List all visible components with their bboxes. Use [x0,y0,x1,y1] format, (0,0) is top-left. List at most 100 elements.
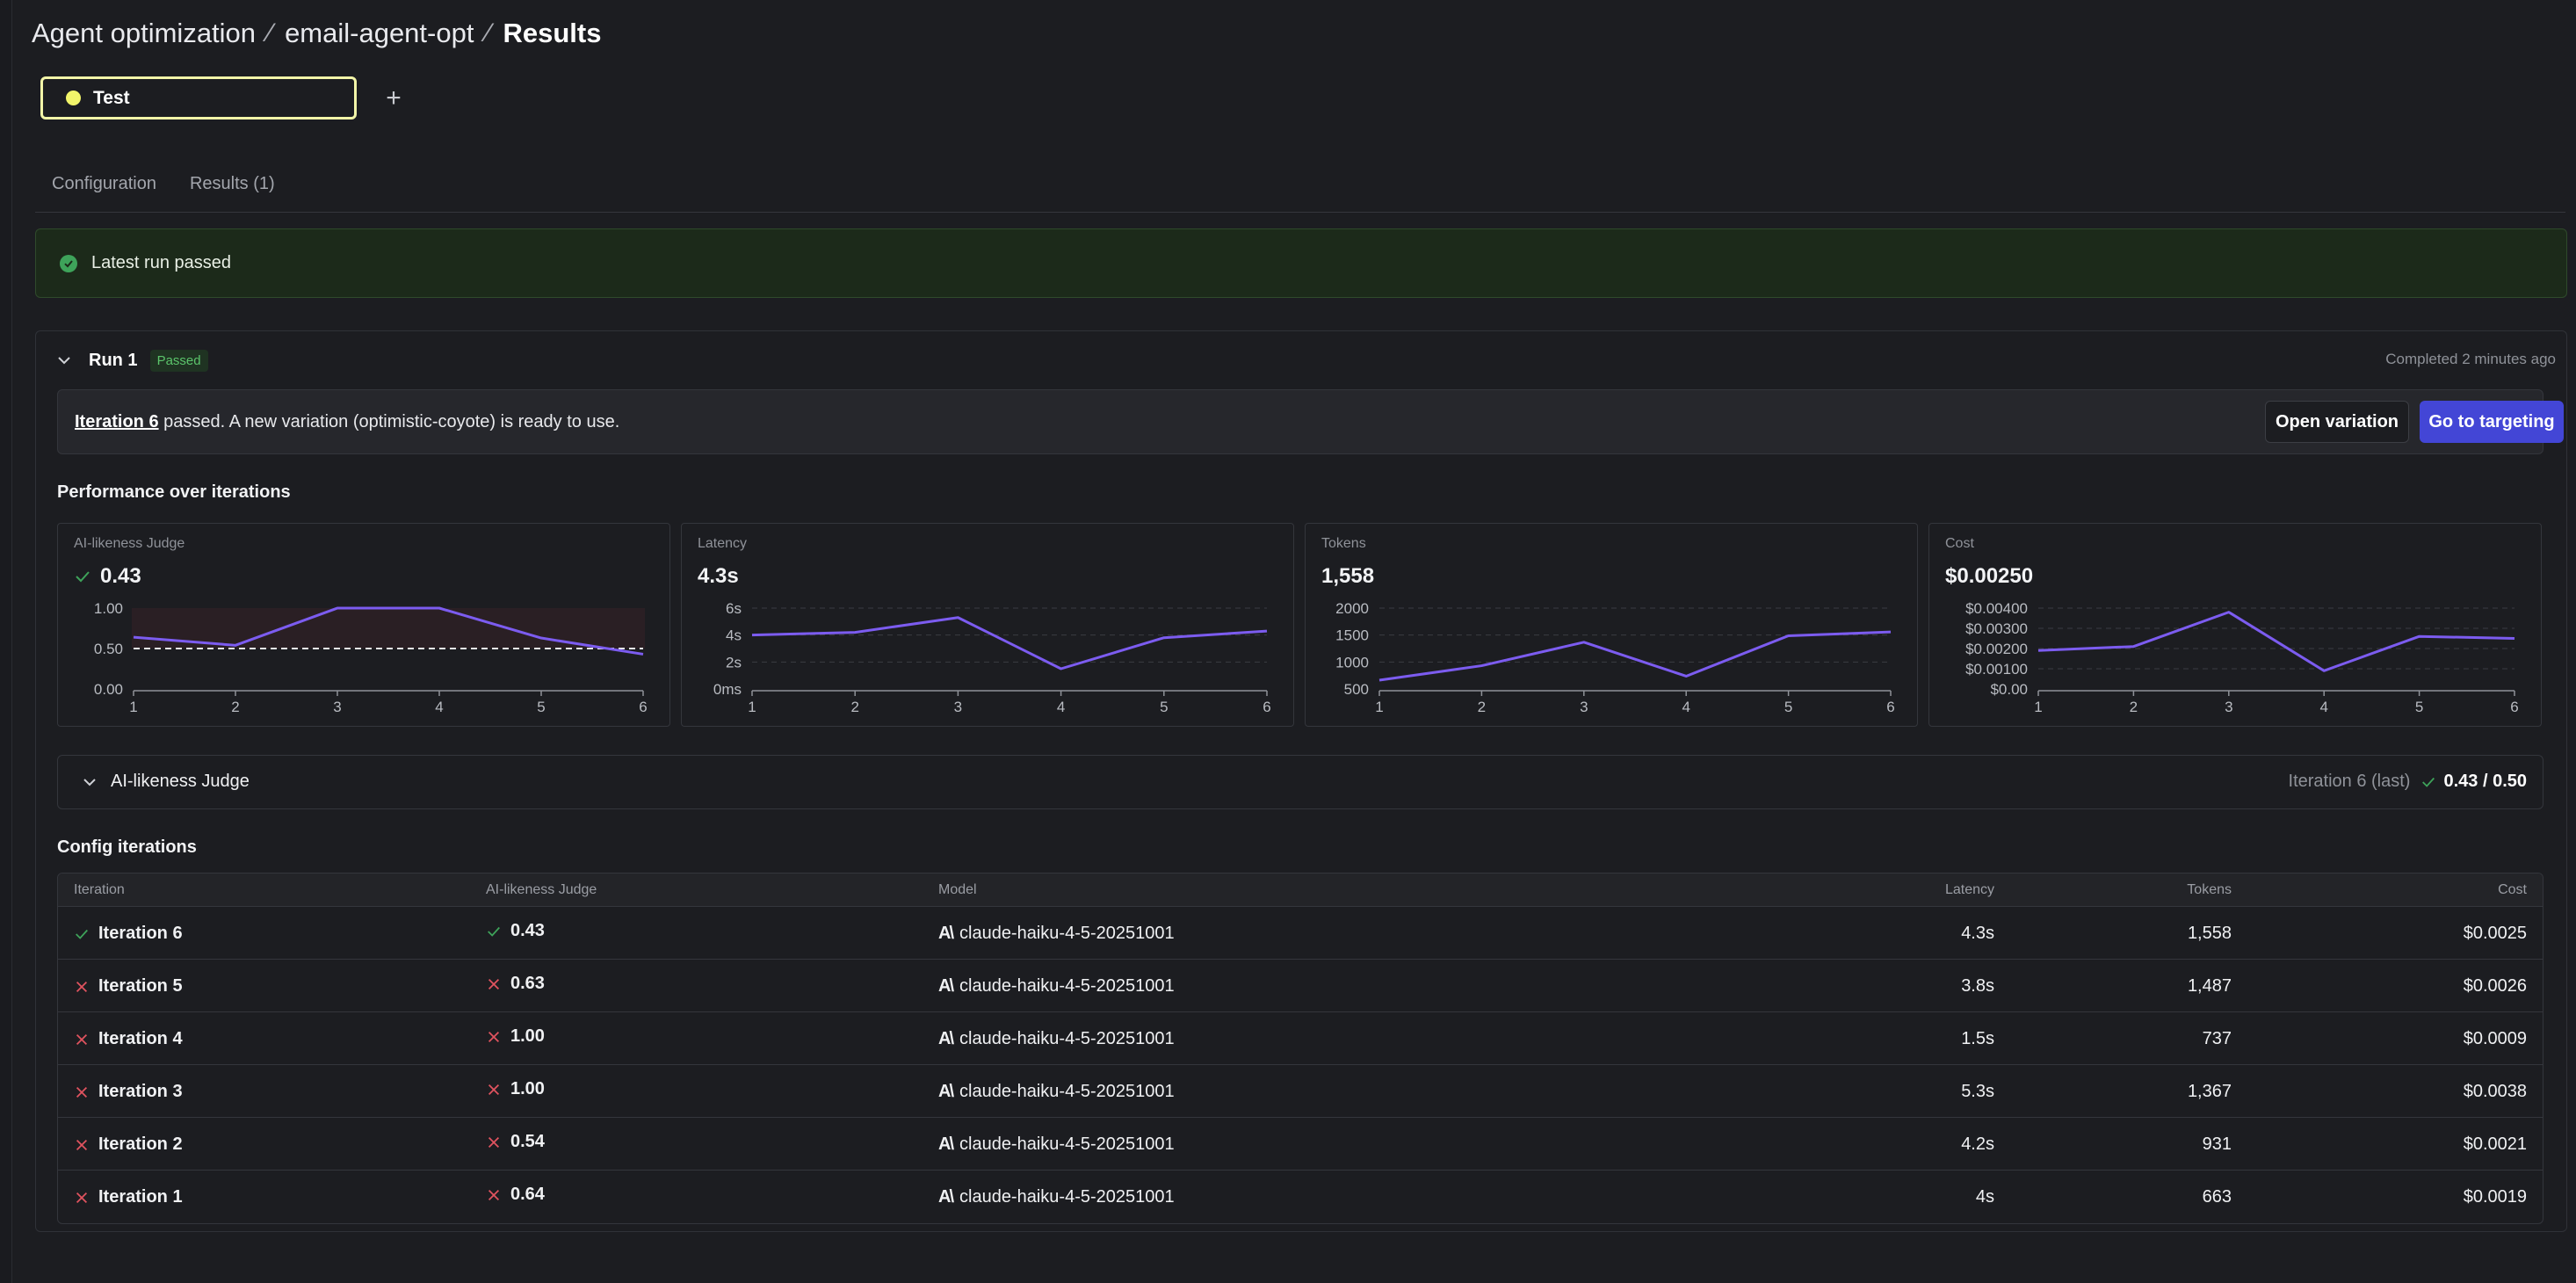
model-name: claude-haiku-4-5-20251001 [959,976,1175,996]
x-icon [76,981,88,992]
iteration-name: Iteration 6 [98,924,183,943]
y-tick-label: $0.00400 [1965,600,2028,617]
tab-configuration[interactable]: Configuration [52,174,156,193]
breadcrumb-item-email-agent-opt[interactable]: email-agent-opt [285,18,474,48]
chart-card-latency: Latency 4.3s 0ms 2s 4s 6s 1 2 3 4 5 6 [681,523,1294,727]
run-status-banner: Latest run passed [35,228,2567,298]
chart-value-text: 0.43 [100,564,141,588]
iteration-link[interactable]: Iteration 6 [75,412,159,431]
anthropic-logo-icon: A\ [938,1082,954,1101]
x-tick-label: 5 [537,699,545,715]
environment-name: Test [93,87,130,108]
config-iterations-table: Iteration AI-likeness Judge Model Latenc… [57,873,2543,1224]
breadcrumb: Agent optimization ⁄ email-agent-opt ⁄ R… [32,18,601,49]
column-header-judge: AI-likeness Judge [486,882,597,897]
cost-line-chart: $0.00 $0.00100 $0.00200 $0.00300 $0.00400 1 2 3… [1965,600,2519,715]
latency-cell: 1.5s [1961,1029,1994,1048]
table-row[interactable]: Iteration 2 0.54 A\ claude-haiku-4-5-202510… [58,1118,2543,1171]
x-tick-label: 5 [2415,699,2423,715]
y-tick-label: 0ms [713,681,742,698]
model-cell: A\ claude-haiku-4-5-20251001 [938,976,1175,997]
judge-accordion[interactable]: AI-likeness Judge Iteration 6 (last) 0.4… [57,755,2543,809]
cost-cell: $0.0025 [2463,924,2527,943]
model-name: claude-haiku-4-5-20251001 [959,1029,1175,1048]
chart-value-text: 1,558 [1321,564,1375,588]
x-tick-label: 3 [333,699,341,715]
judge-cell: 1.00 [486,1079,545,1099]
breadcrumb-item-agent-optimization[interactable]: Agent optimization [32,18,257,48]
model-cell: A\ claude-haiku-4-5-20251001 [938,924,1175,944]
table-row[interactable]: Iteration 6 0.43 A\ claude-haiku-4-5-202510… [58,907,2543,960]
x-tick-label: 2 [850,699,858,715]
tokens-cell: 1,367 [2187,1082,2232,1101]
latency-line-chart: 0ms 2s 4s 6s 1 2 3 4 5 6 [713,600,1271,715]
variation-ready-notice: Iteration 6 passed. A new variation (opt… [57,389,2564,454]
x-tick-label: 2 [1478,699,1486,715]
notice-text: Iteration 6 passed. A new variation (opt… [75,412,619,432]
check-icon [2422,777,2435,787]
chart-value: 0.43 [74,564,141,589]
judge-score: 0.43 / 0.50 [2443,772,2527,791]
table-header: Iteration AI-likeness Judge Model Latenc… [58,873,2543,907]
x-tick-label: 5 [1160,699,1168,715]
anthropic-logo-icon: A\ [938,1187,954,1207]
go-to-targeting-button[interactable]: Go to targeting [2420,401,2564,443]
column-header-cost: Cost [2498,882,2527,897]
config-section-title: Config iterations [57,837,197,857]
run-completed-time: Completed 2 minutes ago [2385,351,2556,367]
environment-selector[interactable]: Test [40,76,357,120]
latency-cell: 3.8s [1961,976,1994,996]
y-tick-label: $0.00300 [1965,620,2028,637]
anthropic-logo-icon: A\ [938,924,954,943]
y-tick-label: 6s [726,600,742,617]
latency-cell: 4s [1975,1187,1994,1207]
model-name: claude-haiku-4-5-20251001 [959,1134,1175,1154]
status-badge: Passed [149,349,208,372]
chevron-down-icon[interactable] [55,352,73,369]
table-row[interactable]: Iteration 1 0.64 A\ claude-haiku-4-5-202510… [58,1171,2543,1223]
y-tick-label: 2s [726,654,742,670]
tokens-cell: 1,487 [2187,976,2232,996]
judge-score: 0.54 [510,1132,545,1151]
x-tick-label: 1 [1375,699,1383,715]
chevron-down-icon[interactable] [81,773,98,791]
chart-card-tokens: Tokens 1,558 500 1000 1500 2000 1 2 3 4 5 6 [1305,523,1918,727]
table-row[interactable]: Iteration 3 1.00 A\ claude-haiku-4-5-202510… [58,1065,2543,1118]
x-tick-label: 3 [954,699,962,715]
breadcrumb-separator: ⁄ [268,18,273,47]
judge-score: 0.64 [510,1185,545,1204]
x-icon [76,1033,88,1045]
x-tick-label: 6 [639,699,647,715]
table-row[interactable]: Iteration 5 0.63 A\ claude-haiku-4-5-202510… [58,960,2543,1012]
tab-results[interactable]: Results (1) [189,174,275,193]
x-tick-label: 1 [2034,699,2042,715]
judge-cell: 0.54 [486,1132,545,1152]
iteration-name: Iteration 1 [98,1187,183,1207]
tokens-cell: 663 [2202,1187,2232,1207]
x-tick-label: 6 [2510,699,2518,715]
y-tick-label: 1500 [1335,627,1369,644]
table-row[interactable]: Iteration 4 1.00 A\ claude-haiku-4-5-202510… [58,1012,2543,1065]
column-header-model: Model [938,882,977,897]
x-tick-label: 3 [1580,699,1588,715]
run-header[interactable]: Run 1 Passed [55,345,208,375]
iteration-cell: Iteration 3 [74,1082,183,1102]
judge-cell: 0.64 [486,1185,545,1205]
x-tick-label: 1 [129,699,137,715]
add-environment-button[interactable]: + [386,83,402,112]
cost-cell: $0.0009 [2463,1029,2527,1048]
x-icon [488,1031,500,1042]
run-title: Run 1 [89,350,138,370]
x-icon [76,1192,88,1203]
y-tick-label: 0.00 [94,681,123,698]
x-tick-label: 2 [231,699,239,715]
judge-line-chart: 0.00 0.50 1.00 1 2 3 4 5 6 [94,600,648,715]
open-variation-button[interactable]: Open variation [2265,401,2409,443]
iteration-cell: Iteration 4 [74,1029,183,1049]
model-name: claude-haiku-4-5-20251001 [959,1082,1175,1101]
x-tick-label: 3 [2225,699,2232,715]
chart-value: $0.00250 [1945,564,2033,589]
iteration-cell: Iteration 2 [74,1134,183,1155]
iteration-cell: Iteration 1 [74,1187,183,1207]
check-icon [488,926,500,937]
